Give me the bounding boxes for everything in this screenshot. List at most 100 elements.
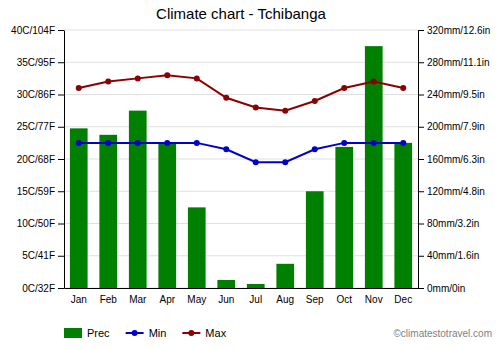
marker <box>105 79 111 85</box>
tick-label: Jul <box>249 294 262 305</box>
tick-mark <box>58 159 64 160</box>
tick-label: Feb <box>100 294 118 305</box>
tick-mark <box>418 127 424 128</box>
line-series <box>76 72 407 113</box>
tick-label: 0C/32F <box>22 283 55 294</box>
tick: Dec <box>394 294 412 305</box>
legend-item: Prec <box>64 327 110 339</box>
marker <box>341 140 347 146</box>
tick: 200mm/7.9in <box>418 121 485 132</box>
tick: 35C/95F <box>17 57 64 68</box>
tick: Jul <box>249 294 262 305</box>
tick-mark <box>418 62 424 63</box>
marker <box>164 72 170 78</box>
tick: 240mm/9.5in <box>418 89 485 100</box>
tick-label: 30C/86F <box>17 89 55 100</box>
tick: 10C/50F <box>17 218 64 229</box>
marker <box>194 140 200 146</box>
tick-label: 20C/68F <box>17 154 55 165</box>
y2-axis: 0mm/0in 40mm/1.6in 80mm/3.2in 120mm/4.8in 16… <box>418 25 490 294</box>
tick-label: 0mm/0in <box>427 283 465 294</box>
tick: May <box>187 294 206 305</box>
axis-line <box>65 288 419 289</box>
axis-line <box>64 31 65 289</box>
tick-mark <box>58 288 64 289</box>
tick-label: Apr <box>159 294 175 305</box>
line <box>79 75 404 110</box>
tick: 0C/32F <box>22 283 64 294</box>
marker <box>223 95 229 101</box>
marker <box>135 140 141 146</box>
legend-label: Prec <box>87 327 110 339</box>
tick: 25C/77F <box>17 121 64 132</box>
tick-mark <box>418 95 424 96</box>
tick-label: 80mm/3.2in <box>427 218 479 229</box>
tick: 80mm/3.2in <box>418 218 479 229</box>
tick: 280mm/11.1in <box>418 57 490 68</box>
bar <box>99 135 117 288</box>
tick-mark <box>58 30 64 31</box>
tick-label: 120mm/4.8in <box>427 186 485 197</box>
tick-label: Jun <box>218 294 234 305</box>
tick-label: Aug <box>276 294 294 305</box>
tick-label: 5C/41F <box>22 250 55 261</box>
tick: Apr <box>159 294 175 305</box>
bar <box>247 284 265 288</box>
marker <box>76 85 82 91</box>
tick-mark <box>418 159 424 160</box>
tick-label: 10C/50F <box>17 218 55 229</box>
tick-label: 200mm/7.9in <box>427 121 485 132</box>
tick-label: Dec <box>394 294 412 305</box>
tick-mark <box>58 224 64 225</box>
tick-mark <box>58 191 64 192</box>
marker <box>76 140 82 146</box>
marks <box>70 46 412 288</box>
bar <box>276 264 294 288</box>
grid <box>64 30 418 288</box>
tick-mark <box>418 256 424 257</box>
tick-label: May <box>187 294 206 305</box>
tick-label: 160mm/6.3in <box>427 154 485 165</box>
tick-mark <box>418 30 424 31</box>
bar <box>129 111 147 288</box>
tick-mark <box>418 288 424 289</box>
marker <box>371 79 377 85</box>
bar <box>188 207 206 288</box>
tick: Oct <box>336 294 352 305</box>
tick-label: 35C/95F <box>17 57 55 68</box>
tick-label: 15C/59F <box>17 186 55 197</box>
tick-label: 40mm/1.6in <box>427 250 479 261</box>
tick-mark <box>58 127 64 128</box>
tick: Feb <box>100 294 118 305</box>
tick: Nov <box>365 294 383 305</box>
tick: 0mm/0in <box>418 283 465 294</box>
tick: Mar <box>129 294 147 305</box>
y-axis: 0C/32F 5C/41F 10C/50F 15C/59F 20C/68F 25C/77F… <box>11 25 64 294</box>
tick-mark <box>58 256 64 257</box>
bar <box>158 143 176 288</box>
bar <box>217 280 235 288</box>
legend-item: Max <box>182 327 226 339</box>
marker <box>400 140 406 146</box>
tick: 30C/86F <box>17 89 64 100</box>
marker <box>282 159 288 165</box>
tick-label: 320mm/12.6in <box>427 25 490 36</box>
tick-label: 40C/104F <box>11 25 55 36</box>
marker <box>400 85 406 91</box>
legend-swatch <box>132 330 138 336</box>
tick-label: Nov <box>365 294 383 305</box>
title: Climate chart - Tchibanga <box>156 5 326 22</box>
tick: Jun <box>218 294 234 305</box>
marker <box>282 108 288 114</box>
chart: 0C/32F 5C/41F 10C/50F 15C/59F 20C/68F 25C/77F… <box>0 0 500 350</box>
tick-label: 280mm/11.1in <box>427 57 490 68</box>
tick-label: 240mm/9.5in <box>427 89 485 100</box>
bar <box>306 191 324 288</box>
tick-label: Jan <box>71 294 87 305</box>
marker <box>253 159 259 165</box>
annotation: ©climatestotravel.com <box>393 328 492 339</box>
tick-mark <box>58 62 64 63</box>
tick: 5C/41F <box>22 250 64 261</box>
line <box>79 143 404 162</box>
marker <box>312 146 318 152</box>
